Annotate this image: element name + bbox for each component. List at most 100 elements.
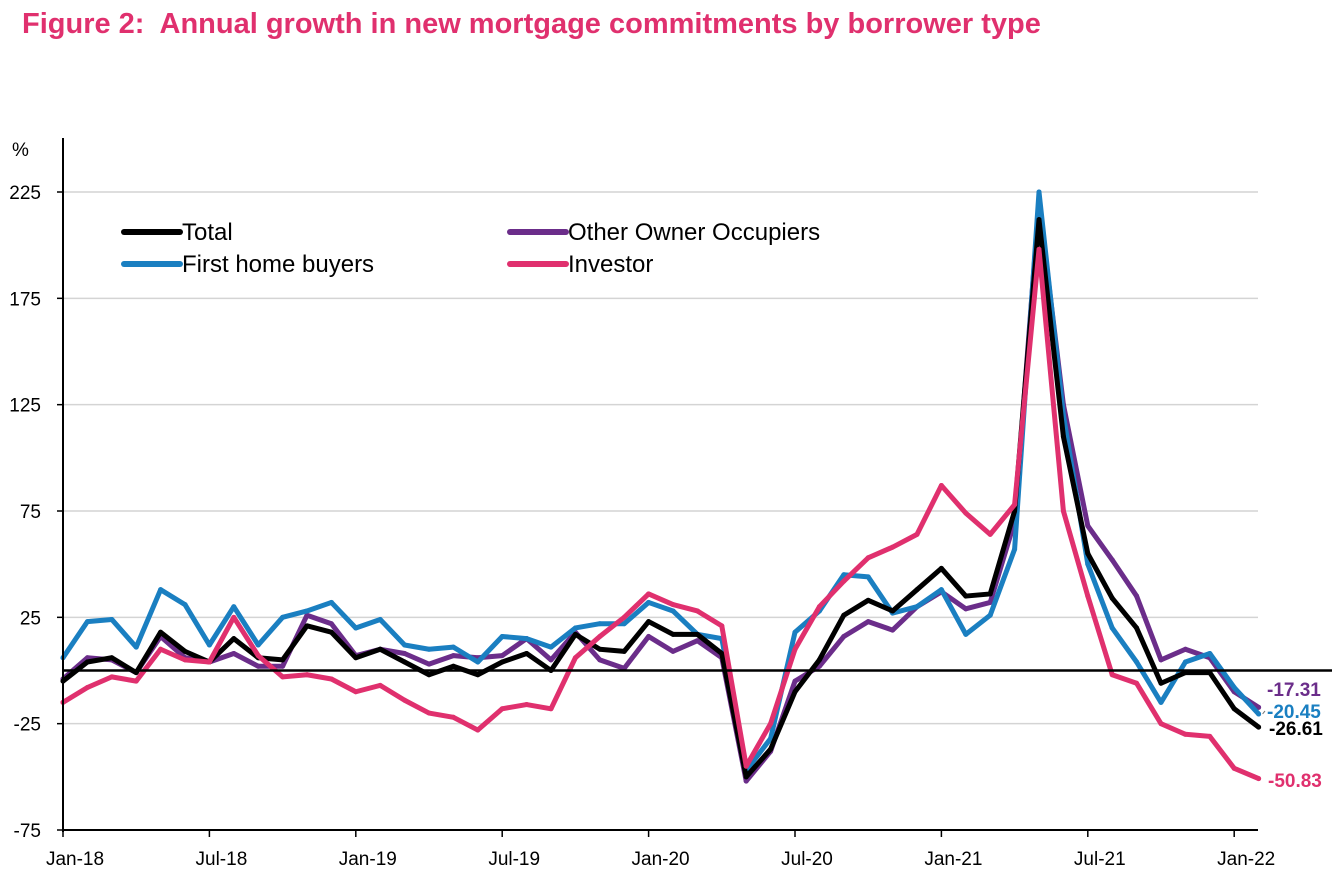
data-point: [792, 646, 798, 652]
series-other-owner-occupiers: [60, 200, 1262, 784]
data-point: [1158, 721, 1164, 727]
data-point: [743, 763, 749, 769]
x-tick-label: Jul-21: [1074, 849, 1126, 870]
data-point: [524, 650, 530, 656]
y-tick-label: 125: [9, 396, 41, 417]
data-point: [1231, 706, 1237, 712]
data-point: [1207, 733, 1213, 739]
x-tick-label: Jan-21: [924, 849, 982, 870]
data-point: [450, 663, 456, 669]
legend-item: Total: [121, 219, 233, 246]
data-point: [646, 591, 652, 597]
tick-labels: 225 175 125 75 25 -25 -75% Jan-18 Jul-18 Jan-19 Ju…: [9, 140, 1275, 870]
end-labels: -26.61 -17.31-20.45 -50.83: [1262, 680, 1323, 792]
x-tick-label: Jul-19: [488, 849, 540, 870]
data-point: [475, 672, 481, 678]
data-point: [328, 599, 334, 605]
data-point: [328, 629, 334, 635]
data-point: [231, 614, 237, 620]
end-label-connector: [1262, 710, 1266, 715]
data-point: [182, 657, 188, 663]
legend-item: Other Owner Occupiers: [507, 219, 820, 246]
data-point: [914, 604, 920, 610]
data-point: [182, 602, 188, 608]
data-point: [621, 648, 627, 654]
data-point: [499, 633, 505, 639]
data-point: [280, 657, 286, 663]
data-point: [914, 531, 920, 537]
data-point: [426, 672, 432, 678]
data-point: [1256, 711, 1262, 717]
series-investor: [60, 246, 1262, 782]
data-point: [1134, 680, 1140, 686]
data-point: [158, 629, 164, 635]
data-point: [1231, 685, 1237, 691]
data-point: [353, 625, 359, 631]
legend-item: First home buyers: [121, 251, 374, 278]
data-point: [84, 685, 90, 691]
data-point: [694, 631, 700, 637]
axes: [57, 138, 1332, 837]
data-point: [1158, 657, 1164, 663]
data-point: [524, 702, 530, 708]
x-tick-label: Jul-20: [781, 849, 833, 870]
data-point: [1036, 246, 1042, 252]
data-point: [670, 608, 676, 614]
data-point: [426, 646, 432, 652]
data-point: [646, 633, 652, 639]
y-tick-label: 25: [20, 608, 41, 629]
data-point: [670, 602, 676, 608]
data-point: [890, 608, 896, 614]
data-point: [1256, 776, 1262, 782]
y-axis-label: %: [12, 140, 29, 161]
data-point: [792, 629, 798, 635]
data-point: [328, 676, 334, 682]
data-point: [768, 736, 774, 742]
data-point: [1182, 659, 1188, 665]
data-point: [231, 650, 237, 656]
y-tick-label: 225: [9, 183, 41, 204]
data-point: [402, 697, 408, 703]
data-point: [1256, 724, 1262, 730]
data-point: [938, 565, 944, 571]
data-point: [1036, 189, 1042, 195]
data-point: [402, 642, 408, 648]
data-point: [865, 597, 871, 603]
data-point: [1109, 672, 1115, 678]
data-point: [646, 599, 652, 605]
data-point: [1109, 595, 1115, 601]
data-point: [548, 657, 554, 663]
data-point: [475, 659, 481, 665]
data-point: [694, 608, 700, 614]
legend: Total Other Owner Occupiers First home buy…: [121, 219, 820, 278]
data-point: [768, 721, 774, 727]
data-point: [1134, 625, 1140, 631]
data-point: [450, 644, 456, 650]
data-point: [1182, 731, 1188, 737]
data-point: [158, 587, 164, 593]
data-point: [841, 633, 847, 639]
series-line: [60, 246, 1262, 782]
data-point: [109, 674, 115, 680]
data-point: [1231, 765, 1237, 771]
data-point: [377, 682, 383, 688]
y-tick-label: 75: [20, 502, 41, 523]
data-point: [1085, 551, 1091, 557]
data-point: [304, 608, 310, 614]
data-point: [938, 482, 944, 488]
data-point: [304, 623, 310, 629]
data-point: [84, 655, 90, 661]
data-point: [109, 616, 115, 622]
data-point: [572, 655, 578, 661]
data-point: [646, 619, 652, 625]
data-point: [426, 710, 432, 716]
gridlines: [63, 191, 1258, 725]
data-point: [499, 706, 505, 712]
data-point: [841, 572, 847, 578]
data-point: [816, 657, 822, 663]
y-tick-label: -75: [14, 821, 41, 842]
data-point: [133, 644, 139, 650]
data-point: [182, 648, 188, 654]
data-point: [1256, 704, 1262, 710]
data-point: [743, 778, 749, 784]
